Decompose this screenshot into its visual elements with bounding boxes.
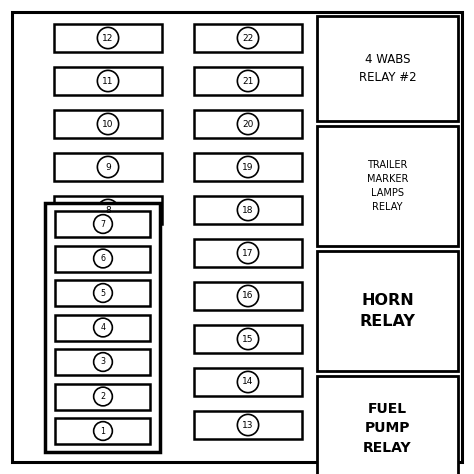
Text: 8: 8 (105, 206, 111, 215)
Bar (54, 24, 162, 52)
Circle shape (97, 113, 118, 135)
Circle shape (97, 27, 118, 49)
Text: 3: 3 (100, 357, 106, 366)
Bar (317, 251, 458, 371)
Circle shape (94, 387, 112, 406)
Circle shape (94, 283, 112, 302)
Text: 5: 5 (100, 289, 106, 298)
Bar (55, 246, 151, 272)
Circle shape (94, 318, 112, 337)
Bar (54, 196, 162, 224)
Bar (317, 376, 458, 474)
Bar (194, 153, 302, 181)
Circle shape (94, 422, 112, 440)
Circle shape (97, 200, 118, 220)
Bar (55, 211, 151, 237)
Circle shape (237, 414, 259, 436)
Text: 1: 1 (100, 427, 106, 436)
Bar (194, 282, 302, 310)
Circle shape (237, 242, 259, 264)
Bar (55, 280, 151, 306)
Circle shape (94, 249, 112, 268)
Circle shape (237, 156, 259, 178)
Text: 13: 13 (242, 420, 254, 429)
Text: TRAILER
MARKER
LAMPS
RELAY: TRAILER MARKER LAMPS RELAY (367, 160, 408, 212)
Bar (194, 325, 302, 353)
Text: FUEL
PUMP
RELAY: FUEL PUMP RELAY (363, 402, 412, 455)
Bar (317, 16, 458, 121)
Text: 16: 16 (242, 292, 254, 301)
Text: 18: 18 (242, 206, 254, 215)
Circle shape (237, 70, 259, 91)
Bar (194, 110, 302, 138)
Text: 6: 6 (100, 254, 106, 263)
Bar (317, 126, 458, 246)
Text: 14: 14 (242, 377, 254, 386)
Circle shape (97, 156, 118, 178)
Text: 22: 22 (242, 34, 254, 43)
Text: 7: 7 (100, 219, 106, 228)
Text: 21: 21 (242, 76, 254, 85)
Circle shape (237, 113, 259, 135)
Circle shape (94, 353, 112, 371)
Bar (46, 203, 161, 452)
Bar (194, 196, 302, 224)
Bar (194, 239, 302, 267)
Bar (55, 349, 151, 375)
Bar (54, 153, 162, 181)
Circle shape (237, 328, 259, 350)
Circle shape (237, 200, 259, 220)
Bar (194, 368, 302, 396)
Circle shape (97, 70, 118, 91)
Text: HORN
RELAY: HORN RELAY (360, 293, 415, 329)
Text: 19: 19 (242, 163, 254, 172)
Text: 2: 2 (100, 392, 106, 401)
Text: 10: 10 (102, 119, 114, 128)
Circle shape (237, 285, 259, 307)
Bar (54, 110, 162, 138)
Bar (54, 67, 162, 95)
Bar (194, 411, 302, 439)
Text: 11: 11 (102, 76, 114, 85)
Text: 4: 4 (100, 323, 106, 332)
Bar (55, 418, 151, 444)
Text: 20: 20 (242, 119, 254, 128)
Bar (194, 24, 302, 52)
Text: 17: 17 (242, 248, 254, 257)
Text: 15: 15 (242, 335, 254, 344)
Circle shape (237, 371, 259, 392)
Text: 12: 12 (102, 34, 114, 43)
Bar (55, 383, 151, 410)
Text: 4 WABS
RELAY #2: 4 WABS RELAY #2 (359, 53, 416, 84)
Circle shape (94, 215, 112, 233)
Circle shape (237, 27, 259, 49)
Bar (194, 67, 302, 95)
Text: 9: 9 (105, 163, 111, 172)
Bar (55, 315, 151, 340)
